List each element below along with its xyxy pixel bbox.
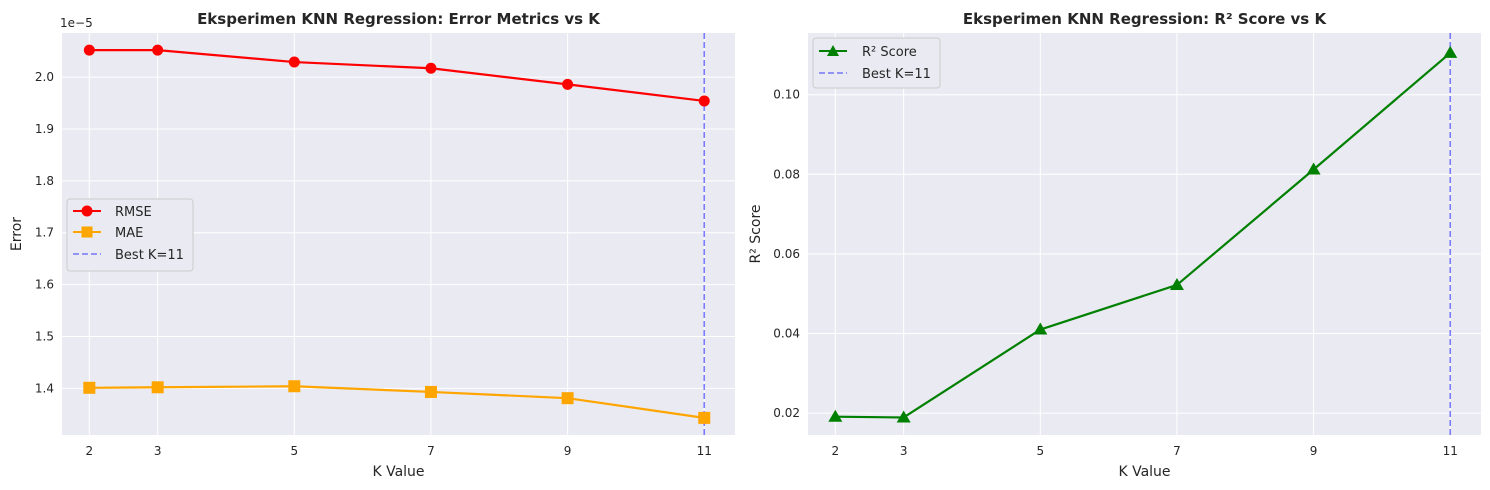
rmse-point [562, 78, 574, 90]
grid [62, 33, 735, 435]
y-tick-label: 0.08 [773, 167, 800, 181]
x-tick-label: 3 [154, 444, 162, 458]
r-score-point [1306, 162, 1321, 175]
y-tick-label: 2.0 [35, 70, 54, 84]
legend-mae-marker [81, 226, 93, 238]
series-group [83, 33, 711, 435]
rmse-point [83, 44, 95, 56]
plot-area [808, 33, 1481, 435]
mae-point [151, 381, 164, 394]
chart-title: Eksperimen KNN Regression: Error Metrics… [197, 10, 601, 28]
y-tick-label: 0.04 [773, 327, 800, 341]
legend-bestk-label: Best K=11 [862, 67, 931, 82]
x-tick-label: 2 [832, 444, 840, 458]
legend-rmse-label: RMSE [115, 205, 152, 220]
r-score-point [1443, 45, 1458, 58]
x-tick-label: 11 [1443, 444, 1458, 458]
mae-point [424, 385, 437, 398]
axis-ticks: 2 3 5 7 9 11 1.4 1.5 1.6 1.7 1.8 1.9 2.0 [35, 70, 712, 458]
legend-box [66, 198, 194, 272]
legend-bestk-label: Best K=11 [115, 248, 184, 263]
mae-point [83, 381, 96, 394]
r-score-point [1169, 277, 1184, 290]
x-tick-label: 3 [900, 444, 908, 458]
x-tick-label: 11 [697, 444, 712, 458]
mae-point [698, 411, 711, 424]
y-axis-label: R² Score [748, 204, 764, 263]
mae-point [561, 392, 574, 405]
legend: RMSE MAE Best K=11 [66, 198, 194, 272]
y-tick-label: 1.6 [35, 278, 54, 292]
rmse-point [698, 95, 710, 107]
y-tick-label: 1.8 [35, 174, 54, 188]
x-tick-label: 9 [564, 444, 572, 458]
y-tick-label: 1.9 [35, 122, 54, 136]
y-tick-label: 1.4 [35, 381, 54, 395]
legend-r2-label: R² Score [862, 45, 917, 60]
x-tick-label: 2 [86, 444, 94, 458]
y-tick-label: 1.5 [35, 329, 54, 343]
x-tick-label: 5 [290, 444, 298, 458]
legend: R² Score Best K=11 [812, 37, 941, 89]
y-tick-label: 1.7 [35, 226, 54, 240]
mae-series-line [89, 385, 705, 419]
r2-score-chart: Eksperimen KNN Regression: R² Score vs K… [748, 10, 1481, 480]
series-group [828, 33, 1458, 435]
y-tick-label: 0.02 [773, 406, 800, 420]
r-score-point [1033, 322, 1048, 335]
x-axis-label: K Value [372, 464, 424, 480]
error-metrics-chart: Eksperimen KNN Regression: Error Metrics… [9, 10, 735, 480]
legend-mae-label: MAE [115, 226, 143, 241]
rmse-point [152, 44, 164, 56]
r-score-point [896, 410, 911, 423]
rmse-series-line [89, 49, 705, 103]
y-tick-label: 0.10 [773, 88, 800, 102]
mae-point [288, 380, 301, 393]
axis-ticks: 2 3 5 7 9 11 0.02 0.04 0.06 0.08 0.10 [773, 88, 1458, 458]
x-tick-label: 5 [1036, 444, 1044, 458]
x-axis-label: K Value [1118, 464, 1170, 480]
r-score-point [828, 409, 843, 422]
x-tick-label: 7 [427, 444, 435, 458]
y-offset-label: 1e−5 [60, 16, 93, 30]
x-tick-label: 9 [1310, 444, 1318, 458]
x-tick-label: 7 [1173, 444, 1181, 458]
chart-title: Eksperimen KNN Regression: R² Score vs K [963, 10, 1328, 28]
rmse-point [425, 62, 437, 74]
y-tick-label: 0.06 [773, 247, 800, 261]
rmse-point [288, 56, 300, 68]
r-score-series-line [835, 52, 1451, 419]
legend-rmse-marker [81, 205, 93, 217]
y-axis-label: Error [9, 217, 25, 251]
grid [808, 33, 1481, 435]
legend-r2-marker [827, 45, 839, 56]
